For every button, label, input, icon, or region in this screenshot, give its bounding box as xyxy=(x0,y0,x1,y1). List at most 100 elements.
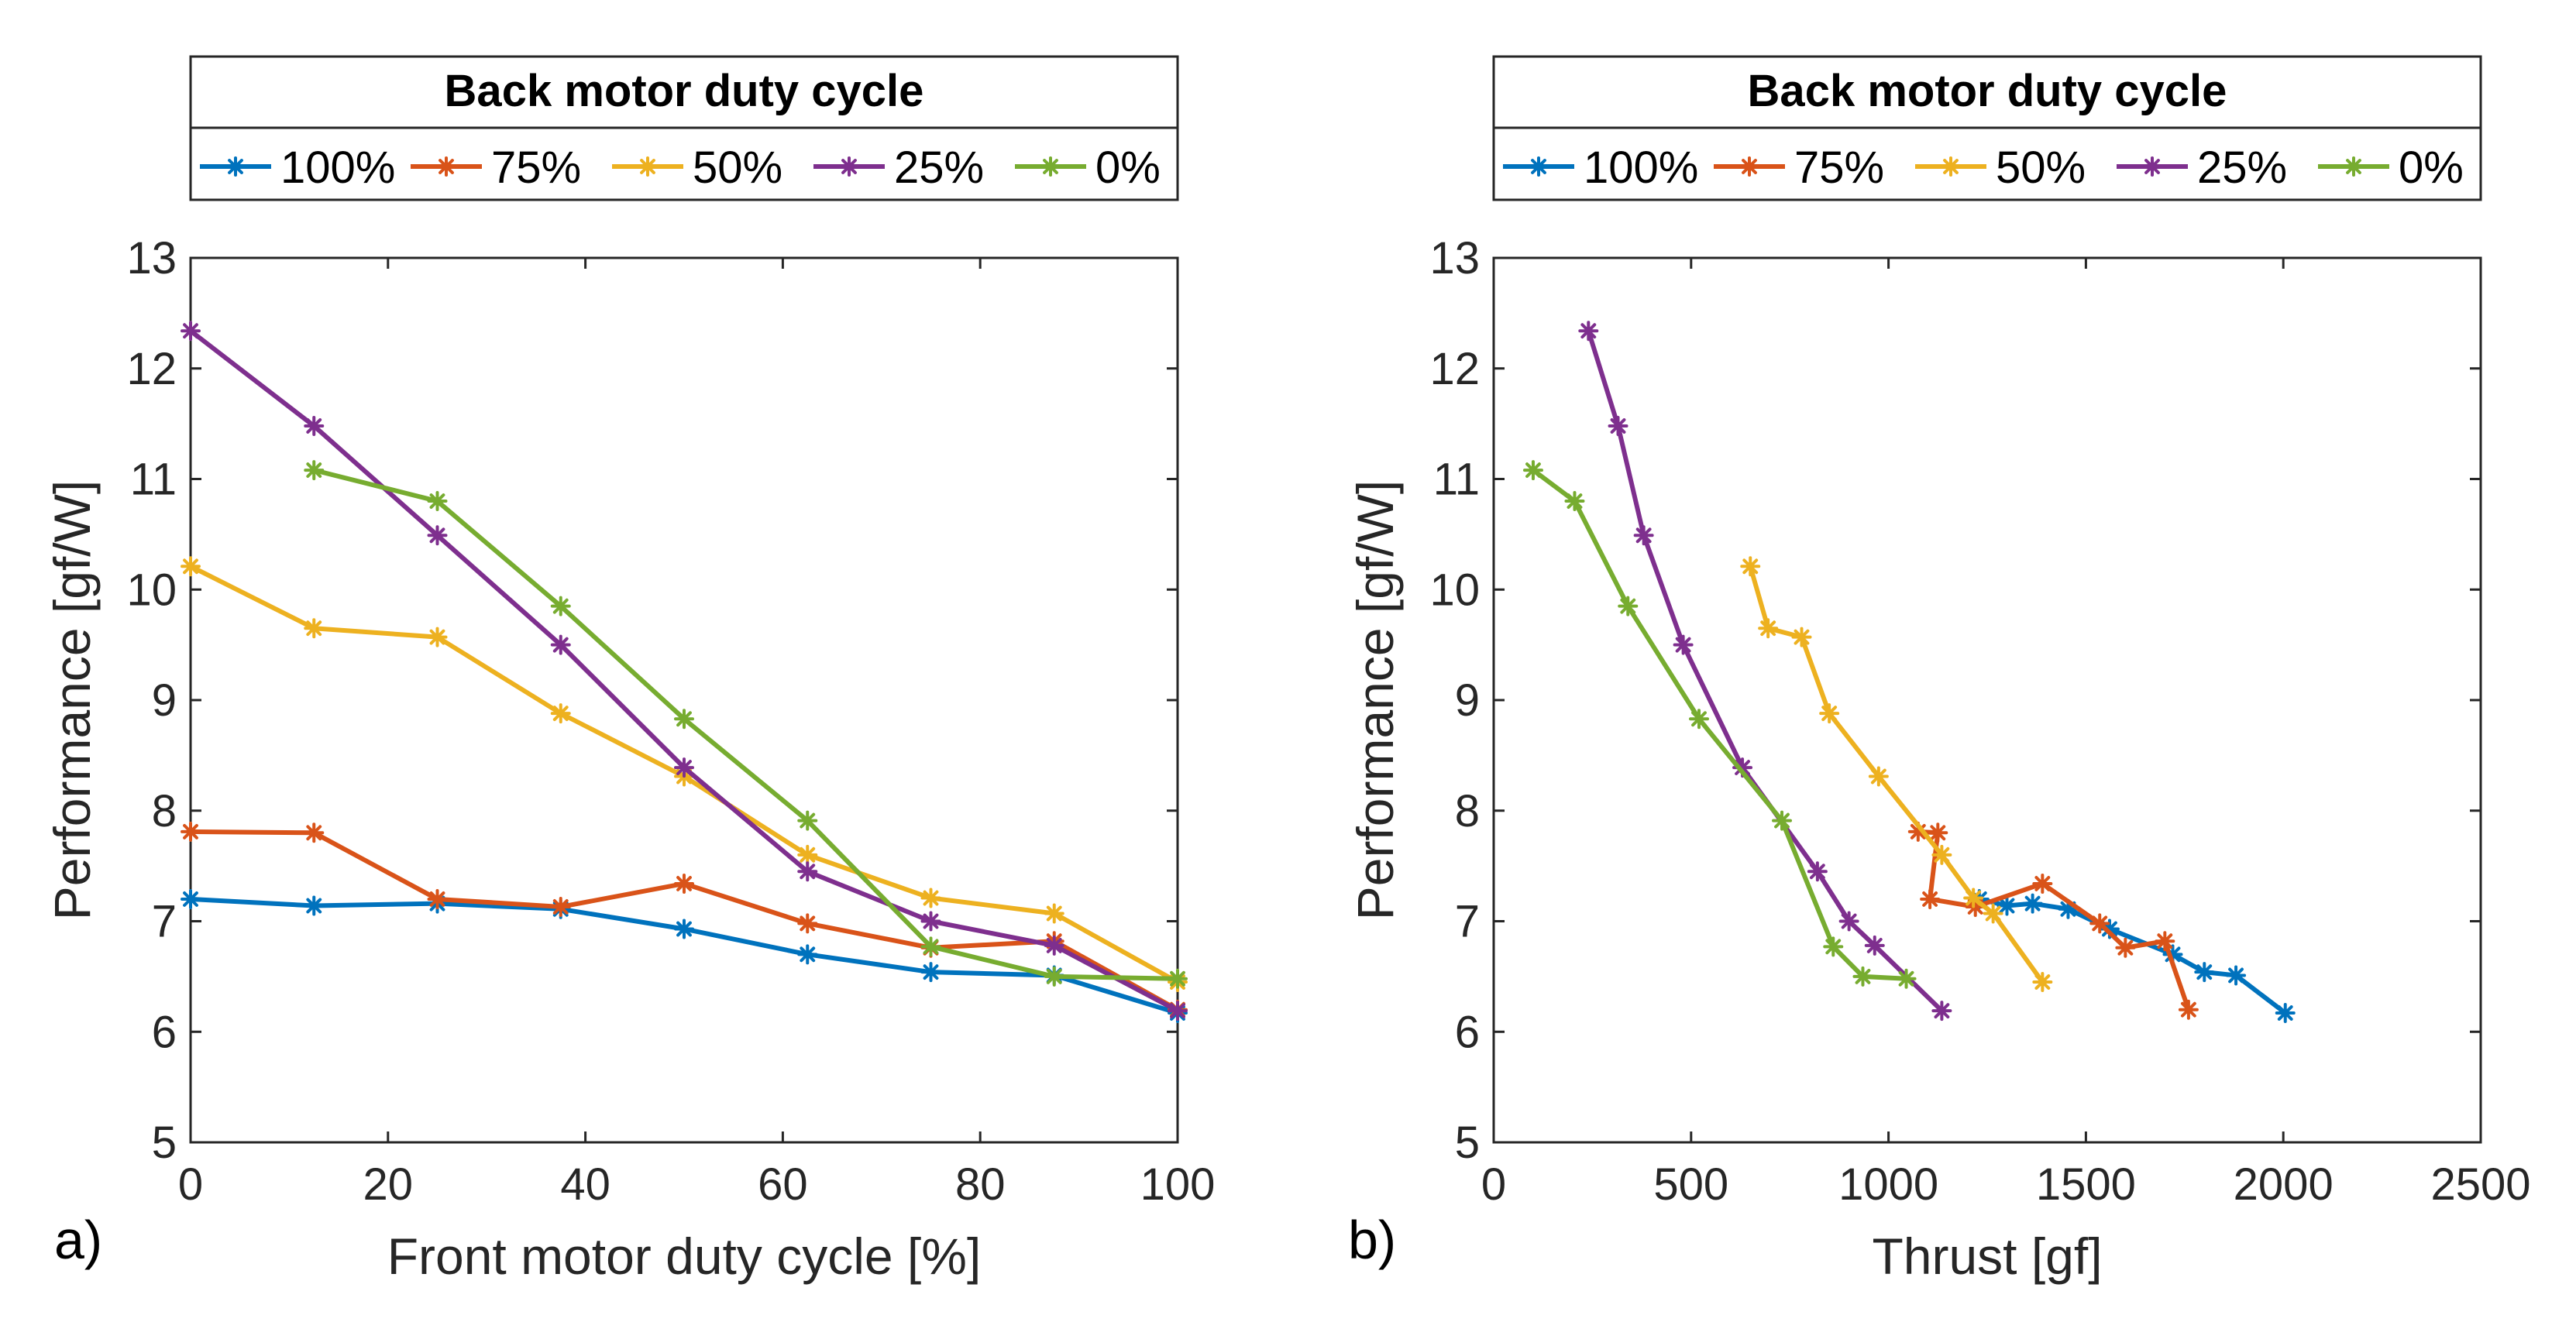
data-point xyxy=(1673,634,1694,655)
data-point xyxy=(1928,822,1948,843)
series-line xyxy=(313,468,1178,981)
data-point xyxy=(1864,935,1885,956)
y-axis-label: Performance [gf/W] xyxy=(1346,480,1404,921)
y-axis-label: Performance [gf/W] xyxy=(43,480,101,921)
data-point xyxy=(2089,913,2110,934)
data-point xyxy=(797,944,818,965)
data-point xyxy=(2099,919,2120,939)
data-point xyxy=(1852,966,1873,987)
x-axis-label: Thrust [gf] xyxy=(1872,1228,2102,1285)
data-point xyxy=(2032,972,2053,993)
legend-entry-0pct: 0% xyxy=(2318,143,2464,193)
data-point xyxy=(550,596,571,616)
series-100pct xyxy=(1969,888,2296,1023)
data-point xyxy=(797,844,818,865)
y-tick-label: 8 xyxy=(1455,786,1480,836)
legend-entry-label: 75% xyxy=(1794,143,1884,193)
legend-entry-label: 100% xyxy=(1584,143,1698,193)
x-tick-label: 0 xyxy=(178,1159,203,1210)
data-point xyxy=(304,895,325,916)
x-tick-label: 2000 xyxy=(2234,1159,2334,1210)
data-point xyxy=(1168,968,1188,989)
data-point xyxy=(1823,936,1844,957)
legend-entry-label: 0% xyxy=(1095,143,1161,193)
data-point xyxy=(2226,965,2247,986)
y-tick-label: 6 xyxy=(152,1007,177,1057)
y-tick-label: 12 xyxy=(1429,344,1480,394)
series-0pct xyxy=(1522,460,1917,989)
y-tick-label: 5 xyxy=(1455,1118,1480,1168)
data-point xyxy=(304,822,325,843)
data-point xyxy=(304,460,325,481)
data-point xyxy=(1896,968,1917,989)
data-point xyxy=(1838,911,1859,932)
y-tick-label: 9 xyxy=(152,675,177,726)
data-point xyxy=(674,757,694,778)
data-point xyxy=(304,618,325,639)
data-point xyxy=(2115,937,2136,958)
y-tick-label: 8 xyxy=(152,786,177,836)
x-tick-label: 40 xyxy=(560,1159,610,1210)
y-tick-label: 7 xyxy=(152,897,177,947)
data-point xyxy=(920,936,941,957)
x-tick-label: 1500 xyxy=(2036,1159,2136,1210)
data-point xyxy=(1732,757,1753,778)
legend-entry-label: 75% xyxy=(491,143,581,193)
y-tick-label: 6 xyxy=(1455,1007,1480,1057)
legend-swatch-marker xyxy=(2344,156,2364,177)
legend-entry-25pct: 25% xyxy=(2117,143,2287,193)
legend-swatch-marker xyxy=(1040,156,1061,177)
data-point xyxy=(1618,596,1639,616)
data-point xyxy=(1965,896,1986,917)
panel-a: 0 20 40 60 80 100 5 6 7 8 9 10 11 12 13 Front motor dut… xyxy=(43,55,1216,1285)
legend: Back motor duty cycle 100% 75% 50% 25% 0% xyxy=(189,55,1179,201)
x-tick-label: 1000 xyxy=(1838,1159,1938,1210)
data-point xyxy=(181,888,201,909)
data-point xyxy=(1772,810,1793,831)
legend-title: Back motor duty cycle xyxy=(1748,66,2227,116)
legend-entry-label: 100% xyxy=(280,143,395,193)
y-tick-label: 9 xyxy=(1455,675,1480,726)
data-point xyxy=(1807,861,1828,882)
plot-area xyxy=(189,256,1179,1144)
data-point xyxy=(920,911,941,932)
legend-swatch-marker xyxy=(1529,156,1549,177)
y-tick-label: 13 xyxy=(126,233,177,283)
data-point xyxy=(1983,903,2003,924)
y-tick-label: 13 xyxy=(1429,233,1480,283)
data-point xyxy=(1740,556,1761,577)
legend-entry-75pct: 75% xyxy=(411,143,581,193)
series-25pct xyxy=(181,321,1188,1022)
data-point xyxy=(181,321,201,342)
y-tick-label: 10 xyxy=(126,565,177,615)
data-point xyxy=(797,810,818,831)
legend-swatch-marker xyxy=(638,156,658,177)
data-point xyxy=(427,888,448,909)
y-tick-label: 12 xyxy=(126,344,177,394)
data-point xyxy=(1044,903,1064,924)
y-tick-label: 5 xyxy=(152,1118,177,1168)
data-point xyxy=(550,896,571,917)
y-tick-label: 7 xyxy=(1455,897,1480,947)
data-point xyxy=(1819,703,1840,724)
data-point xyxy=(2194,962,2215,983)
data-point xyxy=(1758,618,1779,639)
x-tick-label: 2500 xyxy=(2430,1159,2530,1210)
data-point xyxy=(2022,893,2043,914)
data-point xyxy=(2058,898,2079,919)
legend-swatch-marker xyxy=(2142,156,2162,177)
legend-entry-0pct: 0% xyxy=(1015,143,1161,193)
legend-entry-25pct: 25% xyxy=(813,143,984,193)
data-point xyxy=(1564,491,1585,512)
data-point xyxy=(427,525,448,546)
data-point xyxy=(2032,873,2053,894)
legend-title: Back motor duty cycle xyxy=(445,66,924,116)
x-tick-label: 100 xyxy=(1140,1159,1216,1210)
data-point xyxy=(550,703,571,724)
legend-entry-50pct: 50% xyxy=(612,143,782,193)
data-point xyxy=(674,873,694,894)
x-tick-label: 20 xyxy=(363,1159,414,1210)
legend-entry-50pct: 50% xyxy=(1915,143,2086,193)
data-point xyxy=(1633,525,1654,546)
